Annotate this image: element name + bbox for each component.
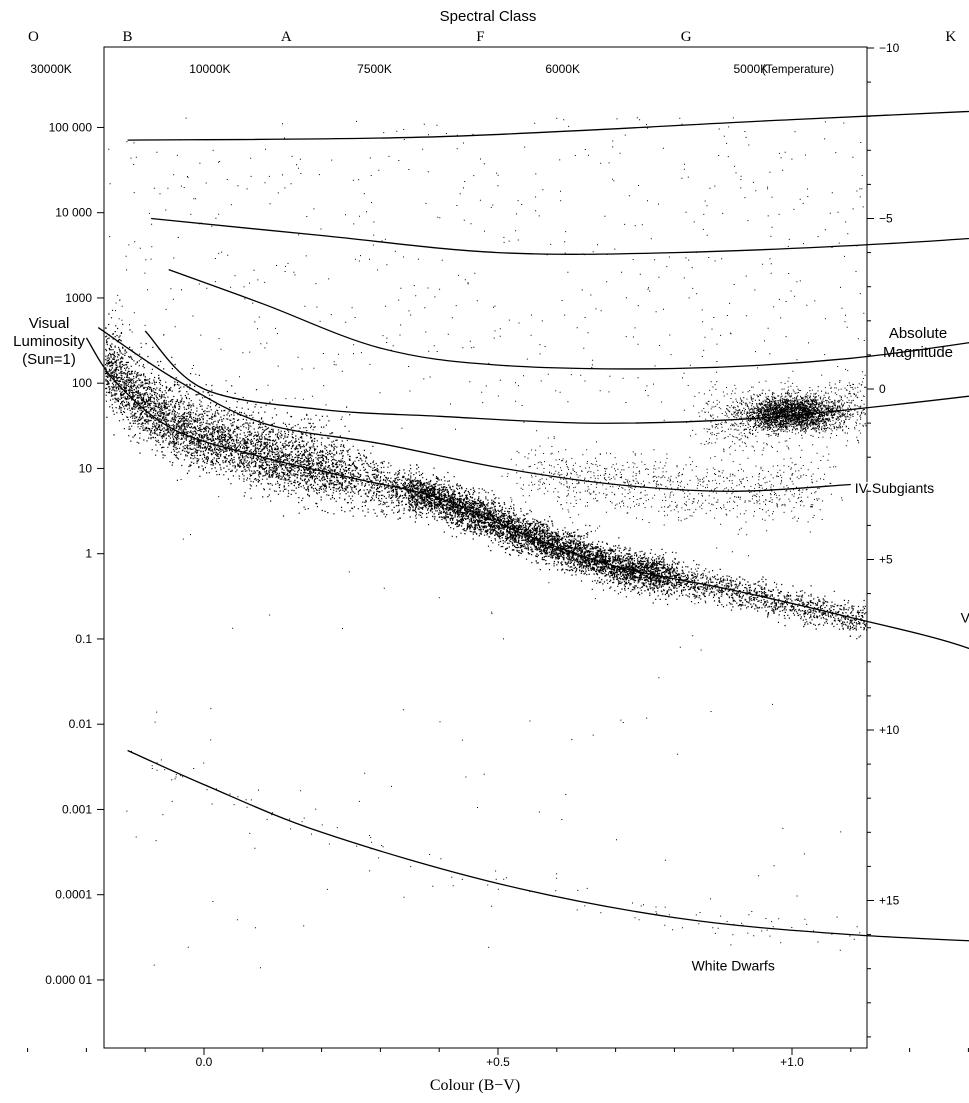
- curve-label-v: V Main Sequence: [961, 609, 969, 625]
- spectral-class-labels: OBAFGKM: [28, 29, 956, 45]
- luminosity-tick-label: 10: [79, 461, 93, 475]
- y-axis-label-line-1: Visual: [29, 315, 70, 332]
- temperature-label: 30000K: [30, 62, 71, 76]
- x-tick-label: +1.0: [780, 1055, 804, 1069]
- plot-frame: [103, 46, 868, 1049]
- curve-iv: [97, 327, 851, 492]
- luminosity-tick-label: 0.001: [62, 802, 92, 816]
- magnitude-axis-ticks: −10 −5 0 +5 +10 +15: [867, 41, 900, 1038]
- spectral-class-g: G: [681, 29, 692, 45]
- luminosity-tick-label: 1: [85, 547, 92, 561]
- temperature-note: (Temperature): [762, 64, 834, 76]
- spectral-class-f: F: [476, 29, 484, 45]
- temperature-label: 10000K: [189, 62, 230, 76]
- spectral-class-b: B: [123, 29, 133, 45]
- luminosity-axis-ticks: 100 000 10 000 1000 100 10 1 0.1 0.01 0.001 0.000…: [45, 120, 104, 987]
- y-axis-label-line-2: Luminosity: [13, 333, 85, 350]
- luminosity-tick-label: 1000: [65, 291, 92, 305]
- star-scatter-layer: [105, 117, 868, 969]
- magnitude-tick-label: +15: [879, 894, 900, 908]
- y2-axis-label-line-2: Magnitude: [883, 344, 953, 361]
- x-tick-label: +0.5: [486, 1055, 510, 1069]
- curve-label-iv: IV Subgiants: [855, 480, 934, 496]
- luminosity-tick-label: 0.000 01: [45, 973, 92, 987]
- luminosity-tick-label: 0.1: [75, 632, 92, 646]
- y-axis-label-line-3: (Sun=1): [22, 351, 76, 368]
- curve-label-white-dwarfs: White Dwarfs: [692, 957, 775, 973]
- curve-ia: [127, 110, 969, 141]
- temperature-label: 7500K: [357, 62, 392, 76]
- chart-title: Spectral Class: [440, 8, 537, 25]
- magnitude-tick-label: −10: [879, 41, 900, 55]
- curve-iii: [144, 330, 969, 424]
- curve-ii: [168, 268, 969, 370]
- luminosity-tick-label: 100 000: [49, 120, 93, 134]
- spectral-class-o: O: [28, 29, 39, 45]
- curve-white-dwarfs: [127, 749, 969, 942]
- spectral-class-a: A: [281, 29, 292, 45]
- star-points: [105, 117, 868, 969]
- luminosity-class-curves: [85, 110, 969, 942]
- x-axis-ticks: 0.0+0.5+1.0+1.5+2.0: [27, 1048, 969, 1069]
- y2-axis-label-line-1: Absolute: [889, 325, 947, 342]
- temperature-labels: 30000K10000K7500K6000K5000K4000K3000K: [30, 62, 768, 76]
- magnitude-tick-label: −5: [879, 212, 893, 226]
- luminosity-tick-label: 0.01: [69, 717, 93, 731]
- magnitude-tick-label: +10: [879, 723, 900, 737]
- curve-ib: [151, 217, 969, 255]
- temperature-label: 6000K: [545, 62, 580, 76]
- magnitude-tick-label: +5: [879, 553, 893, 567]
- luminosity-tick-label: 10 000: [55, 206, 92, 220]
- spectral-class-k: K: [945, 29, 956, 45]
- luminosity-tick-label: 0.0001: [55, 888, 92, 902]
- luminosity-tick-label: 100: [72, 376, 92, 390]
- curve-v: [85, 337, 969, 650]
- magnitude-tick-label: 0: [879, 382, 886, 396]
- x-axis-label: Colour (B−V): [430, 1077, 520, 1094]
- x-tick-label: 0.0: [196, 1055, 213, 1069]
- temperature-label: 5000K: [733, 62, 768, 76]
